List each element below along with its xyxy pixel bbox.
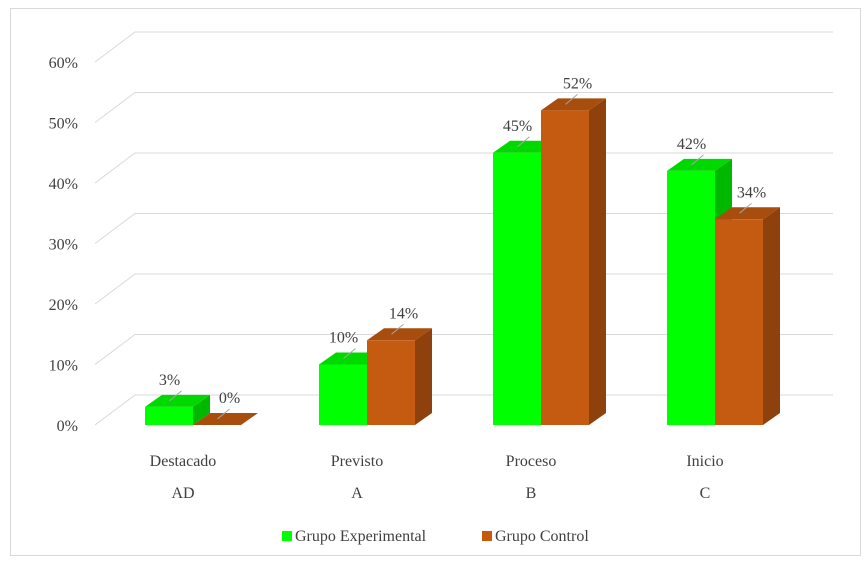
bar-front [493, 152, 541, 425]
data-label: 0% [219, 390, 240, 407]
bar-top [715, 207, 780, 220]
data-label: 14% [389, 305, 418, 322]
bar-top [541, 98, 606, 111]
data-label-leader [565, 94, 578, 105]
data-label-leader [739, 202, 752, 214]
category-label: Inicio [686, 453, 723, 470]
bar-top [667, 158, 732, 171]
data-label-leader [691, 154, 704, 166]
category-sublabel: A [351, 485, 363, 502]
legend-label: Grupo Control [495, 528, 589, 545]
bars [145, 98, 780, 426]
category-label: Proceso [506, 453, 557, 470]
y-tick-label: 60% [49, 55, 78, 72]
data-label: 10% [329, 330, 358, 347]
bar-top [193, 413, 258, 425]
bar-side [193, 394, 210, 425]
data-labels: 3% 0% 10% 14% 45% 52% 42% 34% [159, 75, 766, 420]
gridline [94, 31, 833, 63]
bar-side [589, 98, 606, 426]
data-label: 42% [677, 136, 706, 153]
y-tick-label: 20% [49, 297, 78, 314]
data-label: 3% [159, 372, 180, 389]
x-axis-categories: Destacado AD Previsto A Proceso B Inicio C [150, 453, 724, 502]
bar-front [145, 406, 193, 425]
bar-front [367, 340, 415, 425]
category-label: Previsto [331, 453, 383, 470]
bar-top [367, 328, 432, 341]
category-sublabel: B [526, 485, 537, 502]
bar [145, 394, 210, 425]
bar-side [763, 207, 780, 425]
bar [715, 207, 780, 425]
y-tick-label: 0% [57, 418, 78, 435]
y-tick-label: 50% [49, 116, 78, 133]
bar [193, 413, 258, 425]
data-label-leader [217, 408, 230, 420]
data-label-leader [391, 323, 404, 335]
data-label-leader [343, 348, 356, 359]
data-label: 34% [737, 184, 766, 201]
data-label-leader [169, 390, 182, 402]
legend-swatch [282, 531, 292, 541]
bar-front [541, 110, 589, 426]
category-label: Destacado [150, 453, 217, 470]
bar-front [319, 364, 367, 425]
bar-front [667, 170, 715, 425]
y-tick-label: 10% [49, 358, 78, 375]
gridline [94, 92, 833, 123]
bar [367, 328, 432, 425]
bar [541, 98, 606, 426]
bar-side [415, 328, 432, 425]
y-tick-label: 40% [49, 176, 78, 193]
bar-front [715, 219, 763, 425]
data-label-leader [517, 136, 530, 148]
category-sublabel: AD [171, 485, 194, 502]
y-tick-label: 30% [49, 237, 78, 254]
data-label: 52% [563, 75, 592, 92]
data-label: 45% [503, 118, 532, 135]
bar-top [145, 394, 210, 407]
legend: Grupo Experimental Grupo Control [282, 528, 589, 545]
category-sublabel: C [700, 485, 711, 502]
legend-swatch [482, 531, 492, 541]
legend-label: Grupo Experimental [295, 528, 427, 545]
y-axis-ticks: 0% 10% 20% 30% 40% 50% 60% [49, 55, 78, 435]
